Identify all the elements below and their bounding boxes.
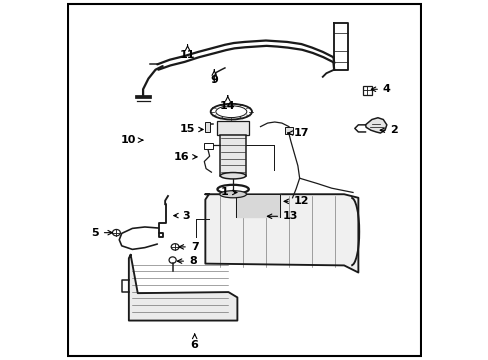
Text: 3: 3 <box>173 211 189 221</box>
Ellipse shape <box>210 104 251 120</box>
Text: 5: 5 <box>91 228 112 238</box>
Text: 2: 2 <box>379 125 397 135</box>
Ellipse shape <box>220 172 245 179</box>
Ellipse shape <box>219 191 246 198</box>
Polygon shape <box>129 255 237 320</box>
Text: 14: 14 <box>220 96 235 111</box>
Text: 11: 11 <box>180 45 195 60</box>
Text: 15: 15 <box>180 125 203 135</box>
Text: 7: 7 <box>179 242 198 252</box>
Polygon shape <box>204 143 213 149</box>
Polygon shape <box>235 194 280 217</box>
Text: 4: 4 <box>370 84 390 94</box>
Text: 1: 1 <box>221 188 237 197</box>
Polygon shape <box>205 194 358 273</box>
Text: 6: 6 <box>190 334 198 351</box>
Text: 16: 16 <box>173 152 197 162</box>
Polygon shape <box>365 118 386 133</box>
Text: 17: 17 <box>287 128 308 138</box>
Polygon shape <box>220 135 245 176</box>
Polygon shape <box>285 127 292 134</box>
Ellipse shape <box>217 185 248 194</box>
Ellipse shape <box>112 229 120 236</box>
Ellipse shape <box>169 257 176 263</box>
Ellipse shape <box>171 244 179 250</box>
Text: 10: 10 <box>121 135 142 145</box>
Text: 8: 8 <box>177 256 196 266</box>
Text: 12: 12 <box>284 196 308 206</box>
Text: 9: 9 <box>210 70 218 85</box>
Polygon shape <box>205 122 210 132</box>
Polygon shape <box>362 86 371 95</box>
Ellipse shape <box>215 106 246 118</box>
Text: 13: 13 <box>267 211 298 221</box>
Polygon shape <box>217 121 248 135</box>
